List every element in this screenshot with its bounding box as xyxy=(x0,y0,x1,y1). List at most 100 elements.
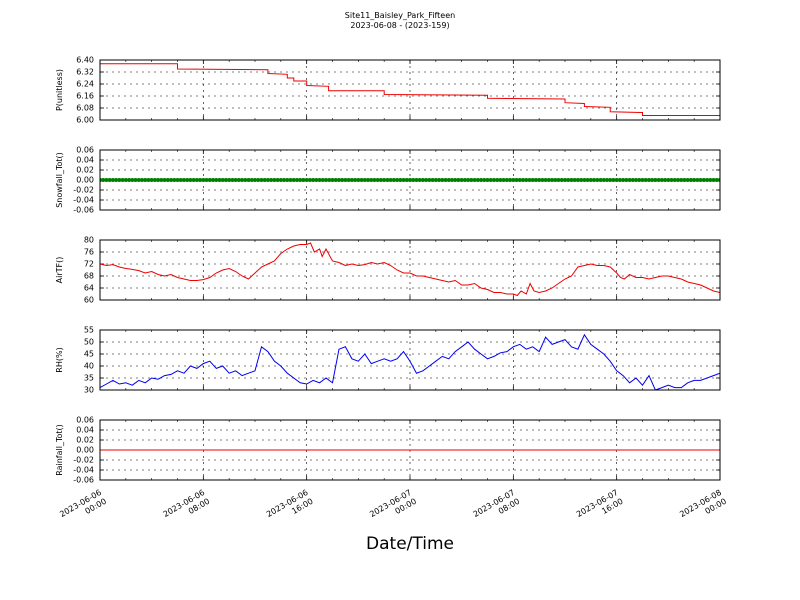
data-point xyxy=(214,178,219,182)
data-point xyxy=(388,178,393,182)
y-axis-label: Rainfall_Tot() xyxy=(55,424,64,476)
data-point xyxy=(453,178,458,182)
data-point xyxy=(537,178,542,182)
data-point xyxy=(223,178,228,182)
data-point xyxy=(679,178,684,182)
y-tick-label: 45 xyxy=(84,350,94,359)
data-point xyxy=(343,178,348,182)
data-point xyxy=(340,178,345,182)
data-point xyxy=(575,178,580,182)
y-tick-label: -0.06 xyxy=(73,206,94,215)
data-point xyxy=(511,178,516,182)
x-tick-label: 2023-06-0600:00 xyxy=(58,488,108,528)
data-point xyxy=(230,178,235,182)
data-point xyxy=(646,178,651,182)
data-point xyxy=(411,178,416,182)
x-tick-label: 2023-06-0800:00 xyxy=(678,488,728,528)
data-point xyxy=(437,178,442,182)
data-point xyxy=(634,178,639,182)
data-point xyxy=(372,178,377,182)
data-point xyxy=(559,178,564,182)
data-point xyxy=(443,178,448,182)
data-point xyxy=(682,178,687,182)
data-point xyxy=(139,178,144,182)
data-point xyxy=(459,178,464,182)
data-point xyxy=(404,178,409,182)
data-point xyxy=(156,178,161,182)
data-point xyxy=(643,178,648,182)
y-tick-label: 0.00 xyxy=(76,446,94,455)
series-line xyxy=(100,333,720,390)
data-point xyxy=(650,178,655,182)
data-point xyxy=(175,178,180,182)
subplot-3: 60 64 68 72 76 80 AirTF() xyxy=(55,236,721,305)
data-point xyxy=(530,178,535,182)
data-point xyxy=(304,178,309,182)
data-point xyxy=(469,178,474,182)
data-point xyxy=(336,178,341,182)
data-point xyxy=(165,178,170,182)
data-point xyxy=(265,178,270,182)
x-tick-label: 2023-06-0708:00 xyxy=(472,488,522,528)
data-point xyxy=(540,178,545,182)
data-point xyxy=(698,178,703,182)
data-point xyxy=(688,178,693,182)
plot-frame xyxy=(99,149,721,211)
data-point xyxy=(301,178,306,182)
data-point xyxy=(514,178,519,182)
data-point xyxy=(269,178,274,182)
y-tick-label: 80 xyxy=(84,236,94,245)
data-point xyxy=(604,178,609,182)
y-tick-label: 50 xyxy=(84,338,94,347)
y-tick-label: 64 xyxy=(84,284,94,293)
x-tick-label: 2023-06-0616:00 xyxy=(265,488,315,528)
data-point xyxy=(243,178,248,182)
data-point xyxy=(185,178,190,182)
subplot-2: -0.06-0.04-0.020.000.020.040.06 Snowfall_… xyxy=(55,146,721,215)
data-point xyxy=(672,178,677,182)
data-point xyxy=(624,178,629,182)
y-tick-label: 76 xyxy=(84,248,94,257)
x-tick-label: 2023-06-0716:00 xyxy=(575,488,625,528)
data-point xyxy=(424,178,429,182)
data-point xyxy=(446,178,451,182)
data-point xyxy=(417,178,422,182)
data-point xyxy=(430,178,435,182)
data-point xyxy=(294,178,299,182)
data-point xyxy=(291,178,296,182)
data-point xyxy=(637,178,642,182)
data-point xyxy=(663,178,668,182)
data-point xyxy=(498,178,503,182)
y-tick-label: 6.08 xyxy=(76,104,94,113)
data-point xyxy=(398,178,403,182)
data-point xyxy=(508,178,513,182)
data-point xyxy=(385,178,390,182)
data-point xyxy=(246,178,251,182)
data-point xyxy=(378,178,383,182)
data-point xyxy=(711,178,716,182)
y-tick-label: -0.02 xyxy=(73,456,94,465)
plot-frame xyxy=(99,419,721,481)
y-tick-label: 35 xyxy=(84,374,94,383)
data-point xyxy=(708,178,713,182)
data-point xyxy=(656,178,661,182)
data-point xyxy=(659,178,664,182)
data-point xyxy=(127,178,132,182)
data-point xyxy=(233,178,238,182)
data-point xyxy=(501,178,506,182)
data-point xyxy=(146,178,151,182)
data-point xyxy=(349,178,354,182)
data-point xyxy=(136,178,141,182)
y-tick-label: -0.06 xyxy=(73,476,94,485)
data-point xyxy=(346,178,351,182)
data-point xyxy=(420,178,425,182)
data-point xyxy=(521,178,526,182)
plot-frame xyxy=(99,59,721,121)
data-point xyxy=(588,178,593,182)
plot-frame xyxy=(99,239,721,301)
y-tick-label: 72 xyxy=(84,260,94,269)
x-axis-label: Date/Time xyxy=(366,534,454,554)
data-point xyxy=(327,178,332,182)
data-point xyxy=(669,178,674,182)
